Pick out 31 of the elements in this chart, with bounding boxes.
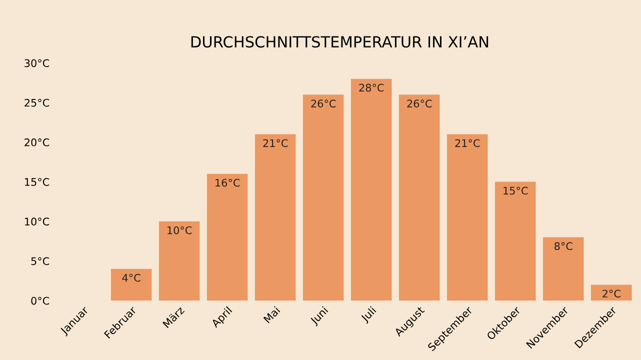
data-label: 4°C bbox=[122, 274, 140, 282]
data-label: 8°C bbox=[554, 242, 572, 250]
y-tick-label: 30°C bbox=[24, 59, 50, 68]
y-tick-label: 0°C bbox=[31, 296, 50, 305]
bar bbox=[542, 237, 584, 301]
bar bbox=[590, 284, 632, 301]
data-label: 28°C bbox=[359, 84, 384, 92]
bar bbox=[494, 182, 536, 301]
y-tick-label: 10°C bbox=[25, 218, 50, 226]
bar bbox=[206, 174, 248, 301]
chart-title: DURCHSCHNITTSTEMPERATUR IN XI’AN bbox=[191, 36, 488, 48]
data-label: 16°C bbox=[216, 178, 240, 187]
bar bbox=[302, 94, 344, 301]
bar bbox=[398, 94, 440, 301]
data-label: 2°C bbox=[602, 290, 620, 298]
x-tick-label: Mai bbox=[263, 306, 280, 324]
data-label: 26°C bbox=[407, 100, 432, 108]
data-label: 21°C bbox=[455, 139, 480, 148]
bar bbox=[446, 134, 488, 301]
data-label: 15°C bbox=[504, 186, 528, 195]
y-tick-label: 15°C bbox=[25, 178, 50, 186]
y-tick-label: 20°C bbox=[24, 138, 50, 146]
bar bbox=[350, 78, 392, 301]
bar bbox=[254, 134, 296, 301]
data-label: 10°C bbox=[168, 226, 192, 234]
y-tick-label: 5°C bbox=[31, 257, 50, 266]
y-tick-label: 25°C bbox=[24, 98, 50, 107]
data-label: 21°C bbox=[263, 139, 288, 148]
bar bbox=[110, 268, 152, 301]
bar bbox=[158, 221, 200, 301]
data-label: 26°C bbox=[311, 100, 336, 108]
